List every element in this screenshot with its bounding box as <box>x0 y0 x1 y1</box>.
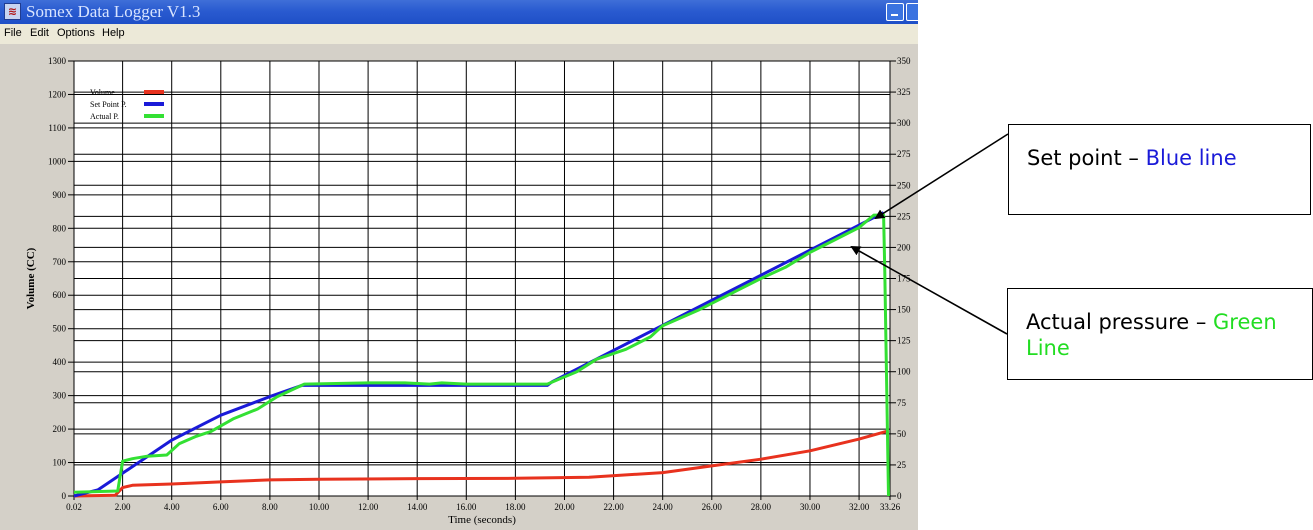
legend-label: Set Point P. <box>90 100 127 109</box>
x-tick-label: 28.00 <box>751 502 772 512</box>
callout-actual-highlight: Green Line <box>1026 310 1277 360</box>
callout-set-point-text: Set point – <box>1027 146 1146 170</box>
minimize-icon <box>891 14 898 16</box>
y-right-tick-label: 100 <box>897 367 911 377</box>
x-tick-label: 33.26 <box>880 502 901 512</box>
callout-actual-pressure: Actual pressure – Green Line <box>1007 288 1313 380</box>
app-icon[interactable]: ≋ <box>4 3 21 20</box>
x-tick-label: 12.00 <box>358 502 379 512</box>
series-line <box>73 429 889 498</box>
x-tick-label: 24.00 <box>653 502 674 512</box>
y-right-tick-label: 250 <box>897 180 911 190</box>
menu-edit[interactable]: Edit <box>30 27 49 39</box>
y-right-tick-label: 300 <box>897 118 911 128</box>
callout-set-point-highlight: Blue line <box>1145 146 1237 170</box>
y-left-tick-label: 300 <box>53 391 67 401</box>
y-left-tick-label: 200 <box>53 424 67 434</box>
y-left-tick-label: 1000 <box>48 156 67 166</box>
y-right-tick-label: 175 <box>897 274 911 284</box>
chart-panel: 0.02 2.00 4.00 6.00 8.00 10.00 12.00 14.00 16.00… <box>8 46 918 530</box>
pressure-volume-chart: 0.02 2.00 4.00 6.00 8.00 10.00 12.00 14.00 16.00… <box>25 56 911 526</box>
menu-help[interactable]: Help <box>102 27 125 39</box>
maximize-button[interactable] <box>906 3 918 21</box>
x-tick-label: 8.00 <box>262 502 278 512</box>
y-right-tick-label: 125 <box>897 336 911 346</box>
legend-swatch <box>144 102 164 106</box>
y-axis-title: Volume (CC) <box>25 247 37 309</box>
y-right-tick-label: 0 <box>897 491 902 501</box>
menu-options[interactable]: Options <box>57 27 95 39</box>
legend-label: Actual P. <box>90 112 119 121</box>
x-tick-label: 30.00 <box>800 502 821 512</box>
y-left-tick-label: 400 <box>53 357 67 367</box>
y-right-tick-label: 50 <box>897 429 907 439</box>
legend-label: Volume <box>90 88 115 97</box>
title-bar[interactable]: ≋ Somex Data Logger V1.3 <box>0 0 918 24</box>
x-tick-label: 2.00 <box>115 502 131 512</box>
y-left-tick-label: 600 <box>53 290 67 300</box>
y-left-tick-label: 1300 <box>48 56 67 66</box>
x-tick-label: 4.00 <box>164 502 180 512</box>
y-right-tick-label: 350 <box>897 56 911 66</box>
x-tick-label: 32.00 <box>849 502 870 512</box>
menu-bar: File Edit Options Help <box>0 24 918 44</box>
x-tick-label: 16.00 <box>456 502 477 512</box>
y-right-tick-label: 25 <box>897 460 907 470</box>
y-left-tick-label: 800 <box>53 223 67 233</box>
y-left-tick-label: 0 <box>62 491 67 501</box>
callout-set-point: Set point – Blue line <box>1008 124 1311 215</box>
y-left-tick-label: 500 <box>53 324 67 334</box>
y-left-tick-label: 700 <box>53 257 67 267</box>
y-right-tick-label: 275 <box>897 149 911 159</box>
y-left-tick-label: 1200 <box>48 89 67 99</box>
x-tick-label: 22.00 <box>603 502 624 512</box>
y-left-tick-label: 1100 <box>48 123 66 133</box>
x-axis-title: Time (seconds) <box>448 514 516 526</box>
x-tick-label: 10.00 <box>309 502 330 512</box>
y-left-tick-label: 900 <box>53 190 67 200</box>
menu-file[interactable]: File <box>4 27 22 39</box>
y-left-tick-label: 100 <box>53 458 67 468</box>
y-right-tick-label: 200 <box>897 242 911 252</box>
minimize-button[interactable] <box>886 3 904 21</box>
app-window: ≋ Somex Data Logger V1.3 File Edit Optio… <box>0 0 918 530</box>
x-tick-label: 14.00 <box>407 502 428 512</box>
y-right-tick-label: 75 <box>897 398 907 408</box>
y-right-tick-label: 150 <box>897 305 911 315</box>
y-right-tick-label: 325 <box>897 87 911 97</box>
callout-actual-text: Actual pressure – <box>1026 310 1214 334</box>
window-title: Somex Data Logger V1.3 <box>26 2 201 21</box>
x-tick-label: 26.00 <box>702 502 723 512</box>
legend-swatch <box>144 114 164 118</box>
series-line <box>73 213 890 497</box>
legend-swatch <box>144 90 164 94</box>
x-tick-label: 6.00 <box>213 502 229 512</box>
x-tick-label: 0.02 <box>66 502 82 512</box>
x-tick-label: 18.00 <box>505 502 526 512</box>
y-right-tick-label: 225 <box>897 211 911 221</box>
x-tick-label: 20.00 <box>554 502 575 512</box>
